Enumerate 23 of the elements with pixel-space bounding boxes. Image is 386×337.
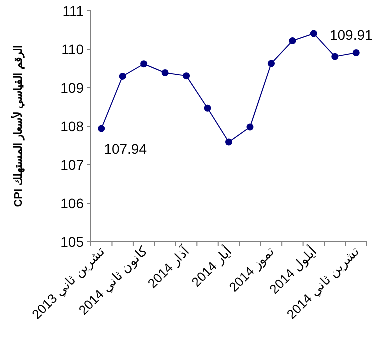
y-tick-label: 107 <box>60 157 84 173</box>
point <box>226 138 232 146</box>
point <box>98 125 106 132</box>
point <box>289 38 296 45</box>
y-tick-label: 111 <box>62 3 84 19</box>
point <box>204 104 212 112</box>
point <box>310 30 318 38</box>
point <box>183 72 190 80</box>
data-label: 109.91 <box>330 26 374 43</box>
y-tick-label: 106 <box>60 196 84 212</box>
y-axis-title: الرقم القياسي لأسعار المستهلك CPI <box>11 46 26 208</box>
point <box>119 72 126 80</box>
y-tick-label: 105 <box>60 234 84 250</box>
point <box>332 53 339 60</box>
point <box>140 60 148 68</box>
point <box>268 60 275 68</box>
point <box>246 124 254 131</box>
point <box>352 49 360 56</box>
point <box>162 69 169 76</box>
data-label: 107.94 <box>104 140 148 157</box>
y-tick-label: 109 <box>60 80 84 96</box>
y-tick-label: 108 <box>60 118 84 134</box>
y-tick-label: 110 <box>62 42 84 58</box>
